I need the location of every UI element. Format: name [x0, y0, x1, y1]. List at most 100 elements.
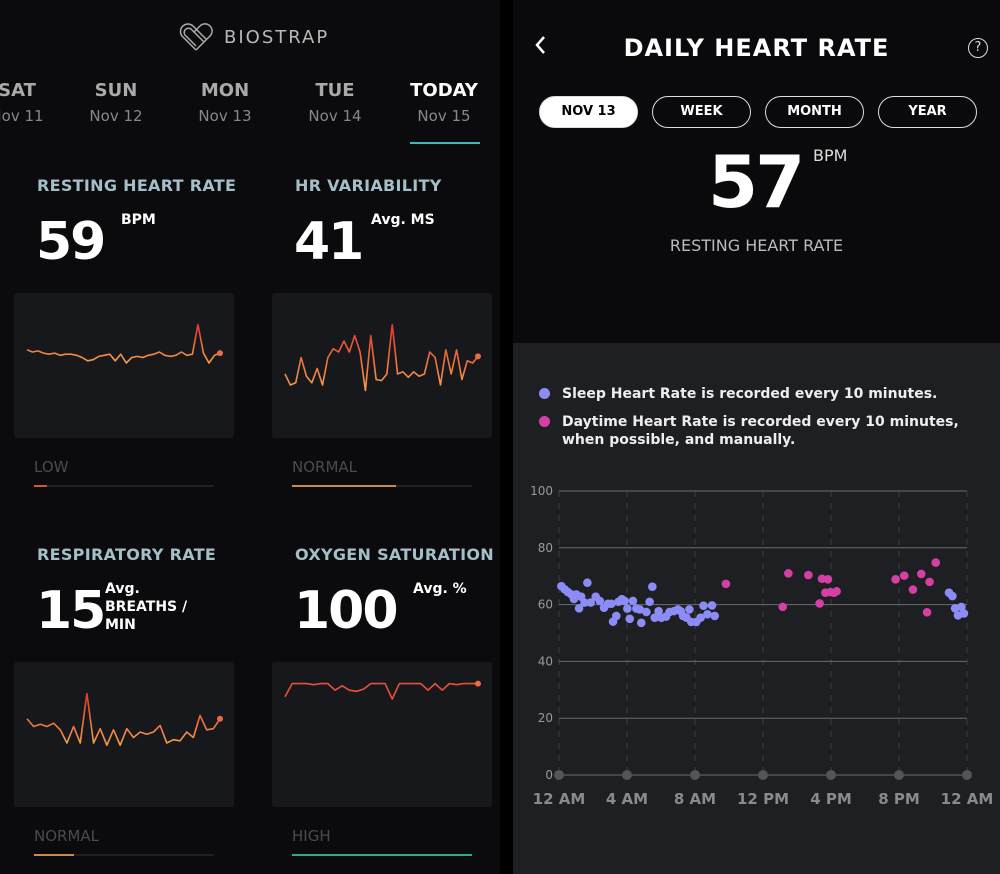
data-point-sleep-heart-rate: [703, 609, 712, 619]
data-point-daytime-heart-rate: [784, 569, 793, 578]
data-point-sleep-heart-rate: [620, 596, 629, 606]
x-tick-marker: [622, 770, 632, 780]
data-point-daytime-heart-rate: [823, 575, 833, 584]
sparkline-endpoint: [475, 680, 481, 687]
day-name: TUE: [315, 80, 355, 101]
status-bar: [34, 485, 214, 487]
status-bar-fill: [34, 485, 47, 487]
sparkline-line: [284, 682, 478, 700]
data-point-sleep-heart-rate: [699, 601, 708, 611]
range-tab-nov-13[interactable]: NOV 13: [539, 96, 638, 128]
data-point-daytime-heart-rate: [908, 585, 918, 594]
day-tab-sat[interactable]: SAT Nov 11: [0, 80, 72, 125]
data-point-sleep-heart-rate: [625, 614, 635, 624]
card-unit: Avg. BREATHS / MIN: [105, 581, 188, 633]
range-tab-year[interactable]: YEAR: [878, 96, 977, 128]
legend-sleep: Sleep Heart Rate is recorded every 10 mi…: [539, 385, 937, 403]
status-label: NORMAL: [34, 827, 100, 845]
sparkline-chart: [272, 293, 492, 438]
x-tick-label: 4 AM: [606, 790, 648, 808]
brand-name: BIOSTRAP: [224, 26, 330, 48]
y-tick-label: 20: [538, 711, 553, 725]
question-circle-icon[interactable]: ?: [968, 38, 988, 58]
x-tick-label: 12 PM: [737, 790, 789, 808]
back-button[interactable]: [533, 34, 547, 62]
day-date: Nov 14: [308, 107, 362, 125]
card-unit: BPM: [121, 212, 156, 228]
chevron-left-icon: [535, 36, 545, 54]
day-name: MON: [200, 80, 250, 101]
status-label: HIGH: [292, 827, 331, 845]
day-date: Nov 15: [417, 107, 471, 125]
daily-summary-screen: BIOSTRAP SAT Nov 11 SUN Nov 12 MON Nov 13 TUE N…: [0, 0, 500, 874]
status-bar: [292, 854, 472, 856]
x-tick-marker: [758, 770, 768, 780]
x-tick-label: 12 AM: [941, 790, 994, 808]
data-point-daytime-heart-rate: [922, 607, 932, 617]
card-value: 59: [36, 212, 106, 272]
legend-text: Daytime Heart Rate is recorded every 10 …: [562, 414, 959, 448]
y-tick-label: 40: [538, 654, 553, 668]
x-tick-label: 8 AM: [674, 790, 716, 808]
card-unit: Avg. MS: [371, 212, 435, 228]
data-point-daytime-heart-rate: [721, 579, 731, 589]
card-value: 15: [36, 581, 106, 641]
data-point-sleep-heart-rate: [586, 598, 595, 607]
brand-header: BIOSTRAP: [178, 22, 329, 52]
data-point-sleep-heart-rate: [710, 611, 720, 621]
data-point-daytime-heart-rate: [804, 570, 813, 580]
day-name: TODAY: [410, 80, 478, 101]
heart-rate-chart-panel: Sleep Heart Rate is recorded every 10 mi…: [513, 343, 1000, 874]
day-tab-mon[interactable]: MON Nov 13: [170, 80, 280, 125]
day-tab-tue[interactable]: TUE Nov 14: [280, 80, 390, 125]
data-point-sleep-heart-rate: [648, 582, 657, 592]
data-point-sleep-heart-rate: [696, 613, 705, 622]
sparkline-chart: [14, 293, 234, 438]
sparkline-chart: [14, 662, 234, 807]
resting-hr-label: RESTING HEART RATE: [669, 236, 844, 255]
data-point-daytime-heart-rate: [815, 599, 824, 608]
heart-rate-scatter-chart: 0 20 40 60 80 100 12 AM 4 AM 8 AM 12 PM 4 PM 8 PM 12…: [530, 484, 994, 808]
data-point-sleep-heart-rate: [623, 604, 632, 613]
card-title: HR VARIABILITY: [295, 176, 442, 195]
data-point-sleep-heart-rate: [948, 591, 957, 601]
data-point-sleep-heart-rate: [607, 599, 616, 609]
data-point-sleep-heart-rate: [654, 606, 663, 616]
status-bar: [34, 854, 214, 856]
range-tab-week[interactable]: WEEK: [652, 96, 751, 128]
x-tick-marker: [962, 770, 972, 780]
data-point-sleep-heart-rate: [642, 607, 651, 617]
daily-heart-rate-screen: DAILY HEART RATE ? NOV 13 WEEK MONTH YEAR 5…: [513, 0, 1000, 874]
data-point-sleep-heart-rate: [595, 596, 605, 606]
day-tab-today[interactable]: TODAY Nov 15: [389, 80, 499, 125]
range-tab-month[interactable]: MONTH: [765, 96, 864, 128]
sparkline-line: [26, 692, 221, 746]
data-point-sleep-heart-rate: [635, 605, 645, 614]
card-title: OXYGEN SATURATION: [295, 545, 494, 564]
sparkline-line: [284, 323, 479, 392]
day-date: Nov 12: [89, 107, 143, 125]
day-name: SUN: [94, 80, 138, 101]
data-point-sleep-heart-rate: [636, 618, 646, 628]
sparkline-chart: [272, 662, 492, 807]
status-label: LOW: [34, 458, 69, 476]
data-point-sleep-heart-rate: [611, 611, 621, 621]
legend-text: Sleep Heart Rate is recorded every 10 mi…: [562, 386, 938, 402]
data-point-sleep-heart-rate: [957, 602, 966, 612]
day-tab-sun[interactable]: SUN Nov 12: [61, 80, 171, 125]
x-tick-label: 12 AM: [533, 790, 586, 808]
status-bar-fill: [34, 854, 74, 856]
data-point-sleep-heart-rate: [580, 598, 589, 607]
data-point-daytime-heart-rate: [778, 602, 788, 612]
card-unit: Avg. %: [413, 581, 467, 597]
x-tick-label: 4 PM: [810, 790, 852, 808]
day-date: Nov 13: [198, 107, 252, 125]
x-tick-label: 8 PM: [878, 790, 920, 808]
data-point-daytime-heart-rate: [925, 577, 934, 587]
biostrap-logo-icon: [179, 23, 213, 51]
daytime-dot-icon: [539, 416, 550, 427]
status-bar-fill: [292, 854, 472, 856]
x-tick-marker: [554, 770, 564, 780]
page-title: DAILY HEART RATE: [623, 34, 890, 62]
x-tick-marker: [894, 770, 904, 780]
